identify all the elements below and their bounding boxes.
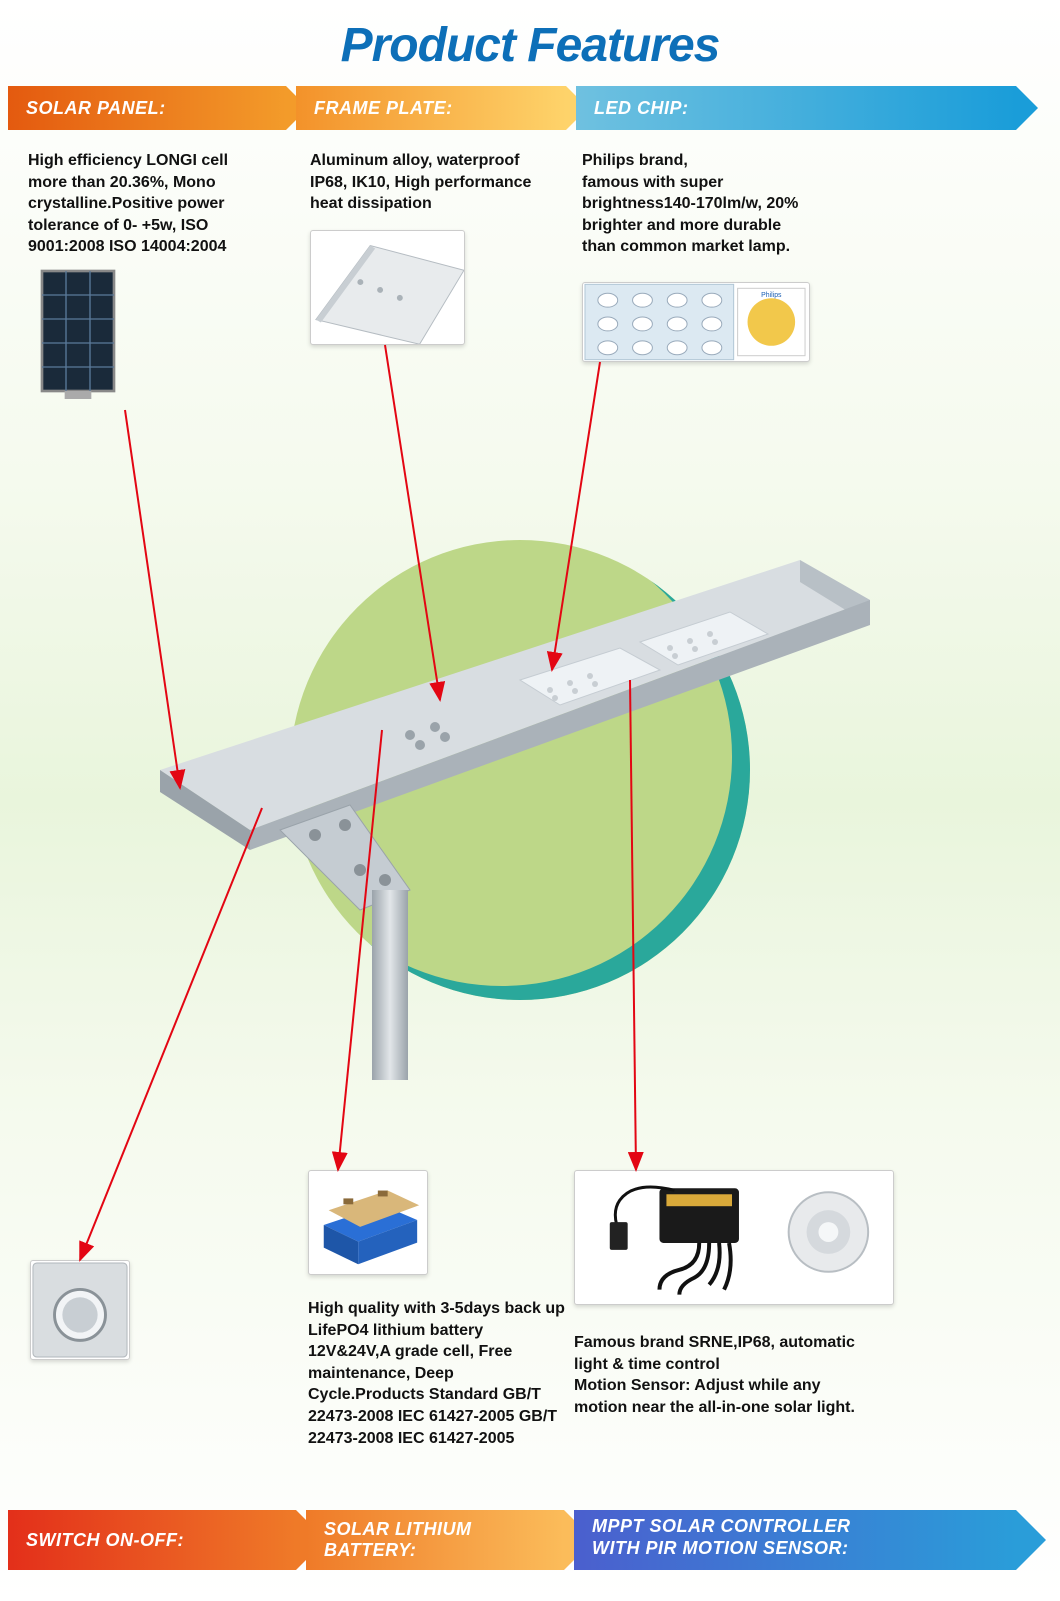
page-title: Product Features <box>0 0 1060 83</box>
thumb-frame-plate <box>310 230 465 345</box>
section-header-controller: MPPT SOLAR CONTROLLER WITH PIR MOTION SE… <box>574 1510 1016 1570</box>
section-label: MPPT SOLAR CONTROLLER WITH PIR MOTION SE… <box>592 1516 892 1559</box>
section-label: SOLAR LITHIUM BATTERY: <box>324 1519 564 1561</box>
section-header-led-chip: LED CHIP: <box>576 86 1016 130</box>
controller-icon <box>575 1170 893 1305</box>
section-label: FRAME PLATE: <box>314 98 453 119</box>
section-label: LED CHIP: <box>594 98 689 119</box>
thumb-solar-panel <box>28 260 128 410</box>
section-label: SWITCH ON-OFF: <box>26 1530 184 1551</box>
frame-plate-icon <box>311 230 464 345</box>
section-label: SOLAR PANEL: <box>26 98 166 119</box>
desc-controller: Famous brand SRNE,IP68, automatic light … <box>574 1332 874 1418</box>
center-highlight-circle <box>290 540 750 1000</box>
thumb-controller <box>574 1170 894 1305</box>
svg-text:Philips: Philips <box>761 292 782 299</box>
desc-led-chip: Philips brand, famous with super brightn… <box>582 150 812 258</box>
desc-battery: High quality with 3-5days back up LifePO… <box>308 1298 568 1449</box>
thumb-battery <box>308 1170 428 1275</box>
section-header-frame-plate: FRAME PLATE: <box>296 86 566 130</box>
battery-icon <box>309 1170 427 1275</box>
desc-frame-plate: Aluminum alloy, waterproof IP68, IK10, H… <box>310 150 540 215</box>
solar-panel-icon <box>38 265 118 405</box>
section-header-switch: SWITCH ON-OFF: <box>8 1510 296 1570</box>
led-chip-icon: Philips <box>583 282 809 362</box>
thumb-switch <box>30 1260 130 1360</box>
section-header-solar-panel: SOLAR PANEL: <box>8 86 286 130</box>
desc-solar-panel: High efficiency LONGI cell more than 20.… <box>28 150 258 258</box>
section-header-battery: SOLAR LITHIUM BATTERY: <box>306 1510 564 1570</box>
thumb-led-chip: Philips <box>582 282 810 362</box>
switch-icon <box>31 1260 129 1360</box>
